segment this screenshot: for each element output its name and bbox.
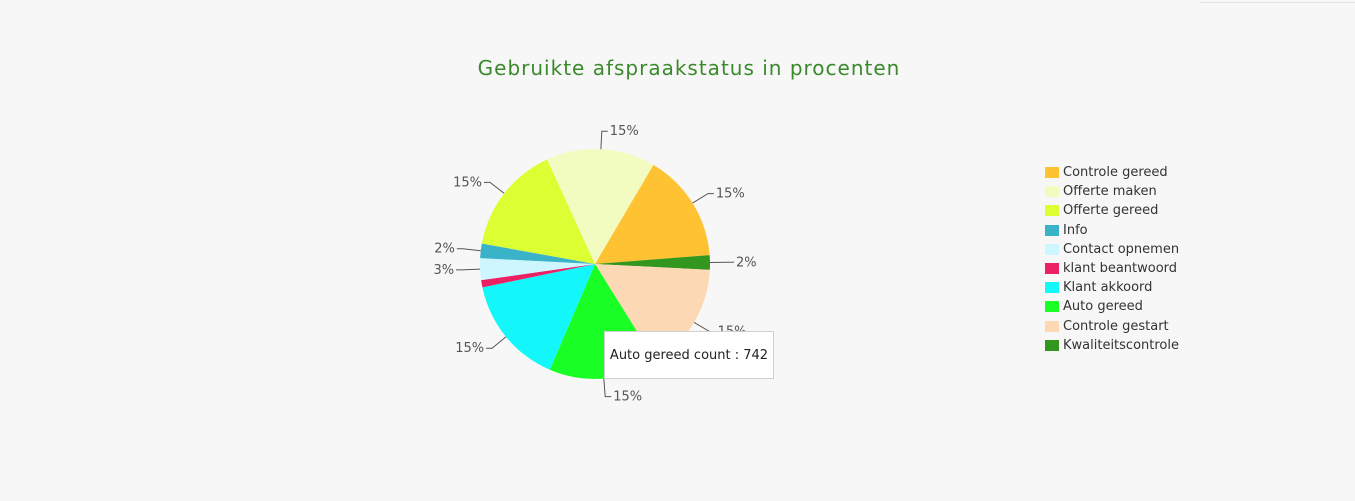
pie-label-offerte-gereed: 15% [453,175,482,190]
legend-label: Auto gereed [1063,299,1143,315]
legend-item-info[interactable]: Info [1045,221,1235,240]
label-leader-line [456,248,481,252]
legend-item-auto-gereed[interactable]: Auto gereed [1045,297,1235,316]
pie-slice-offerte-gereed[interactable] [481,159,595,264]
pie-slice-klant-beantwoord[interactable] [481,264,595,288]
pie-slice-offerte-maken[interactable] [547,148,654,264]
pie-slice-kwaliteitscontrole[interactable] [595,255,711,270]
legend-swatch [1045,167,1059,179]
pie-label-offerte-maken: 15% [610,124,639,139]
chart-title: Gebruikte afspraakstatus in procenten [477,56,901,80]
label-leader-line [600,130,608,150]
pie-slice-controle-gereed[interactable] [595,164,710,264]
pie-slice-klant-akkoord[interactable] [482,264,595,370]
legend-swatch [1045,243,1059,255]
legend-swatch [1045,224,1059,236]
label-leader-line [603,378,612,398]
legend-swatch [1045,282,1059,294]
pie-label-auto-gereed: 15% [613,390,642,405]
legend-label: klant beantwoord [1063,261,1178,277]
legend-swatch [1045,339,1059,351]
pie-label-klant-akkoord: 15% [455,341,484,356]
legend-swatch [1045,205,1059,217]
legend-label: Info [1063,222,1088,238]
pie-labels: 15%2%15%15%15%3%2%15%15% [433,124,756,404]
legend-label: Kwaliteitscontrole [1063,337,1179,353]
legend-item-offerte-gereed[interactable]: Offerte gereed [1045,201,1235,220]
legend-item-klant-akkoord[interactable]: Klant akkoord [1045,278,1235,297]
legend-swatch [1045,301,1059,313]
label-leader-line [484,181,505,194]
legend-label: Klant akkoord [1063,280,1153,296]
legend-item-klant-beantwoord[interactable]: klant beantwoord [1045,259,1235,278]
top-divider [1200,0,1355,3]
pie-label-info: 2% [434,242,455,257]
label-leader-line [486,336,507,349]
pie-slice-contact-opnemen[interactable] [479,258,595,281]
legend-swatch [1045,263,1059,275]
legend-item-contact-opnemen[interactable]: Contact opnemen [1045,240,1235,259]
legend-label: Offerte gereed [1063,203,1159,219]
pie-label-contact-opnemen: 3% [433,263,454,278]
pie-slice-info[interactable] [480,243,595,264]
legend-label: Controle gereed [1063,165,1168,181]
legend-item-controle-gestart[interactable]: Controle gestart [1045,317,1235,336]
pie-label-controle-gereed: 15% [716,187,745,202]
chart-legend: Controle gereed Offerte maken Offerte gere… [1045,163,1235,355]
pie-tooltip: Auto gereed count : 742 [604,331,774,379]
legend-item-controle-gereed[interactable]: Controle gereed [1045,163,1235,182]
legend-item-kwaliteitscontrole[interactable]: Kwaliteitscontrole [1045,336,1235,355]
pie-slices [479,148,711,380]
legend-label: Controle gestart [1063,318,1169,334]
legend-label: Contact opnemen [1063,241,1180,257]
legend-swatch [1045,186,1059,198]
label-leader-line [692,193,714,204]
legend-item-offerte-maken[interactable]: Offerte maken [1045,182,1235,201]
legend-label: Offerte maken [1063,184,1157,200]
legend-swatch [1045,320,1059,332]
pie-label-kwaliteitscontrole: 2% [736,255,757,270]
label-leader-line [456,268,481,271]
